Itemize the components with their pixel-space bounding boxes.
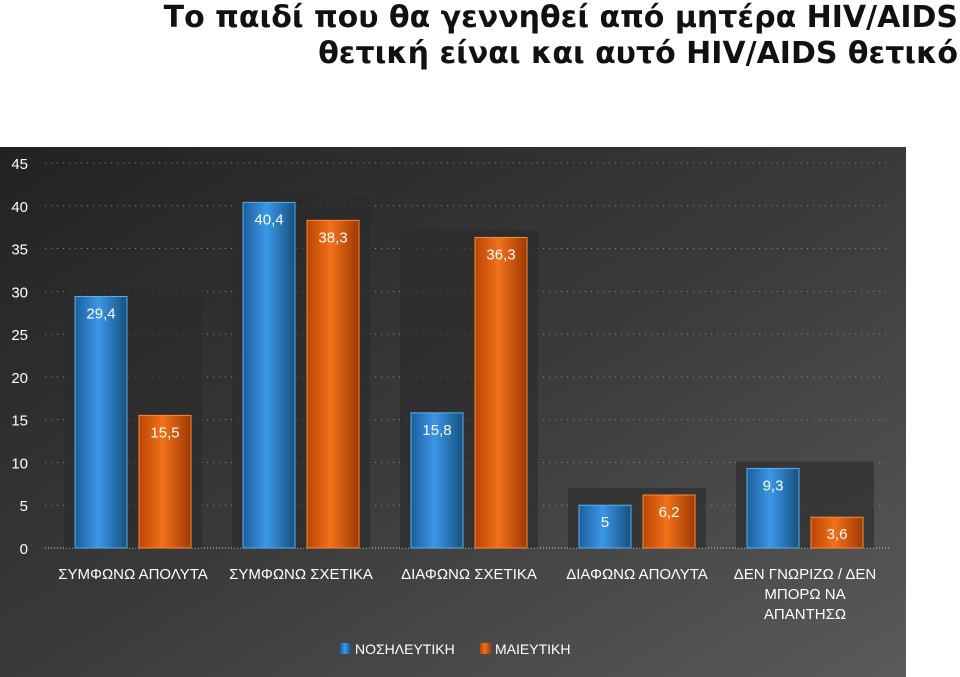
data-label: 38,3 [318,229,347,246]
series-1-bar [242,201,296,549]
series-2-bar [138,414,192,549]
data-label: 29,4 [86,305,115,322]
chart-title-line-2: θετική είναι και αυτό HIV/AIDS θετικό [318,36,958,71]
category-label: ΔΙΑΦΩΝΩ ΑΠΟΛΥΤΑ [566,566,708,583]
data-label: 3,6 [827,526,848,543]
category-label: ΣΥΜΦΩΝΩ ΑΠΟΛΥΤΑ [58,566,208,583]
chart-title-line-1: Το παιδί που θα γεννηθεί από μητέρα HIV/… [163,0,958,35]
category-label: ΑΠΑΝΤΗΣΩ [764,606,846,623]
legend-swatch [340,643,351,654]
data-label: 5 [601,514,609,531]
series-2-bar [642,494,696,549]
data-label: 9,3 [763,477,784,494]
series-1-bar [74,295,128,549]
y-tick-label: 5 [20,498,28,515]
series-1-bar [746,467,800,549]
series-1-bar [410,412,464,549]
category-label: ΣΥΜΦΩΝΩ ΣΧΕΤΙΚΑ [229,566,373,583]
legend-label: ΜΑΙΕΥΤΙΚΗ [495,641,570,657]
bars: 29,4 15,5 40,4 38,3 15,8 36,3 5 6,2 9,3 3,6 [64,195,874,549]
data-label: 40,4 [254,211,283,228]
data-label: 6,2 [659,504,680,521]
category-label: ΔΙΑΦΩΝΩ ΣΧΕΤΙΚΑ [401,566,537,583]
series-2-bar [810,516,864,549]
y-tick-label: 30 [11,284,28,301]
y-tick-label: 35 [11,242,28,259]
data-label: 15,5 [150,424,179,441]
y-tick-label: 45 [11,156,28,173]
data-label: 15,8 [422,422,451,439]
y-axis: 0 5 10 15 20 25 30 35 40 45 [11,156,28,558]
legend-swatch [480,643,491,654]
series-2-bar [474,236,528,549]
series-1-bar [578,504,632,549]
data-label: 36,3 [486,246,515,263]
y-tick-label: 0 [20,541,28,558]
legend: ΝΟΣΗΛΕΥΤΙΚΗ ΜΑΙΕΥΤΙΚΗ [340,641,570,657]
category-label: ΜΠΟΡΩ ΝΑ [764,586,845,603]
y-tick-label: 20 [11,370,28,387]
y-tick-label: 25 [11,327,28,344]
legend-label: ΝΟΣΗΛΕΥΤΙΚΗ [355,641,455,657]
x-axis: ΣΥΜΦΩΝΩ ΑΠΟΛΥΤΑ ΣΥΜΦΩΝΩ ΣΧΕΤΙΚΑ ΔΙΑΦΩΝΩ ΣΧ… [58,566,876,623]
y-tick-label: 15 [11,413,28,430]
chart-title: Το παιδί που θα γεννηθεί από μητέρα HIV/… [0,0,958,72]
series-2-bar [306,219,360,549]
y-tick-label: 40 [11,199,28,216]
category-label: ΔΕΝ ΓΝΩΡΙΖΩ / ΔΕΝ [734,566,876,583]
y-tick-label: 10 [11,455,28,472]
